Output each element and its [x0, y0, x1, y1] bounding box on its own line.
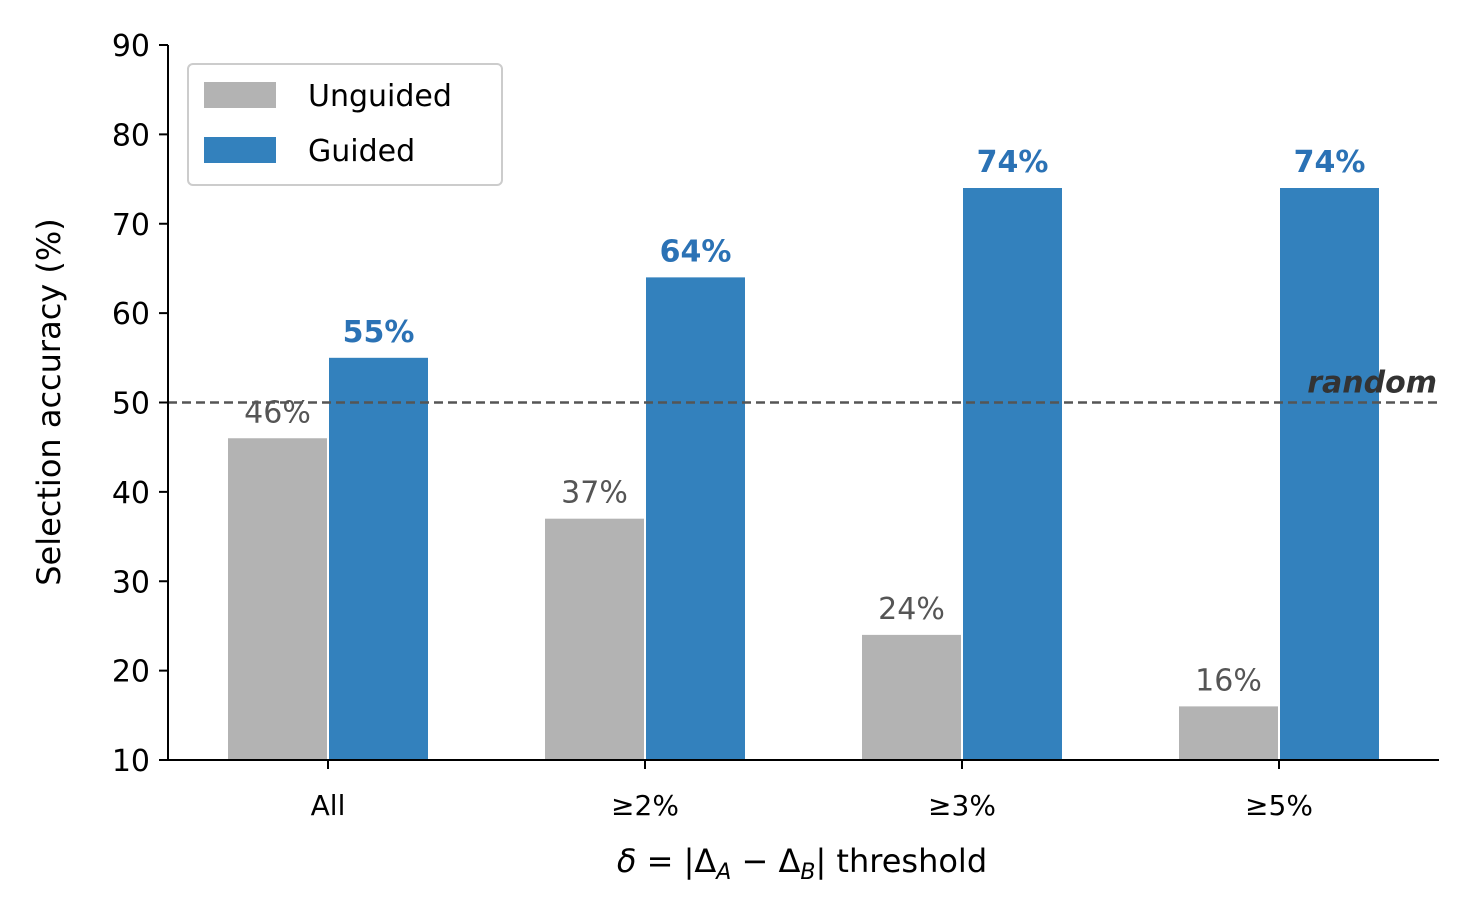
bar-unguided [1179, 706, 1278, 760]
axes [167, 45, 1439, 761]
x-axis-ticks: All ≥2% ≥3% ≥5% [311, 760, 1313, 822]
y-tick-label: 30 [112, 565, 150, 600]
y-tick-label: 40 [112, 476, 150, 511]
legend-swatch-guided [204, 137, 276, 163]
value-label-guided: 74% [1294, 145, 1366, 180]
bar-guided [329, 357, 428, 760]
x-tick-label: All [311, 789, 346, 822]
x-tick-label: ≥2% [611, 789, 679, 822]
x-axis-label: δ = |ΔA − ΔB| threshold [617, 842, 987, 885]
y-tick-label: 50 [112, 387, 150, 422]
legend-label-guided: Guided [308, 134, 415, 169]
legend-swatch-unguided [204, 82, 276, 108]
value-label-guided: 74% [977, 145, 1049, 180]
x-tick-label: ≥3% [928, 789, 996, 822]
value-label-unguided: 16% [1195, 663, 1262, 698]
bar-unguided [545, 518, 644, 760]
value-label-unguided: 24% [878, 592, 945, 627]
legend-label-unguided: Unguided [308, 79, 452, 114]
bar-guided [1280, 188, 1379, 760]
bar-unguided [862, 634, 961, 760]
random-reference-label: random [1307, 366, 1437, 401]
value-labels: 46% 55% 37% 64% 24% 74% 16% 74% [244, 145, 1365, 698]
x-tick-label: ≥5% [1245, 789, 1313, 822]
value-label-guided: 64% [660, 234, 732, 269]
y-tick-label: 10 [112, 744, 150, 779]
value-label-unguided: 37% [561, 476, 628, 511]
reference-line-group: random [168, 366, 1437, 404]
legend: Unguided Guided [187, 63, 503, 186]
y-axis-ticks: 10 20 30 40 50 60 70 80 90 [112, 29, 168, 779]
value-label-guided: 55% [343, 315, 415, 350]
bar-unguided [228, 438, 327, 760]
bars [228, 188, 1379, 760]
y-tick-label: 60 [112, 297, 150, 332]
y-tick-label: 70 [112, 208, 150, 243]
bar-guided [646, 277, 745, 760]
y-tick-label: 80 [112, 118, 150, 153]
value-label-unguided: 46% [244, 395, 311, 430]
y-axis-label: Selection accuracy (%) [30, 218, 68, 586]
y-tick-label: 90 [112, 29, 150, 64]
bar-guided [963, 188, 1062, 760]
y-tick-label: 20 [112, 655, 150, 690]
